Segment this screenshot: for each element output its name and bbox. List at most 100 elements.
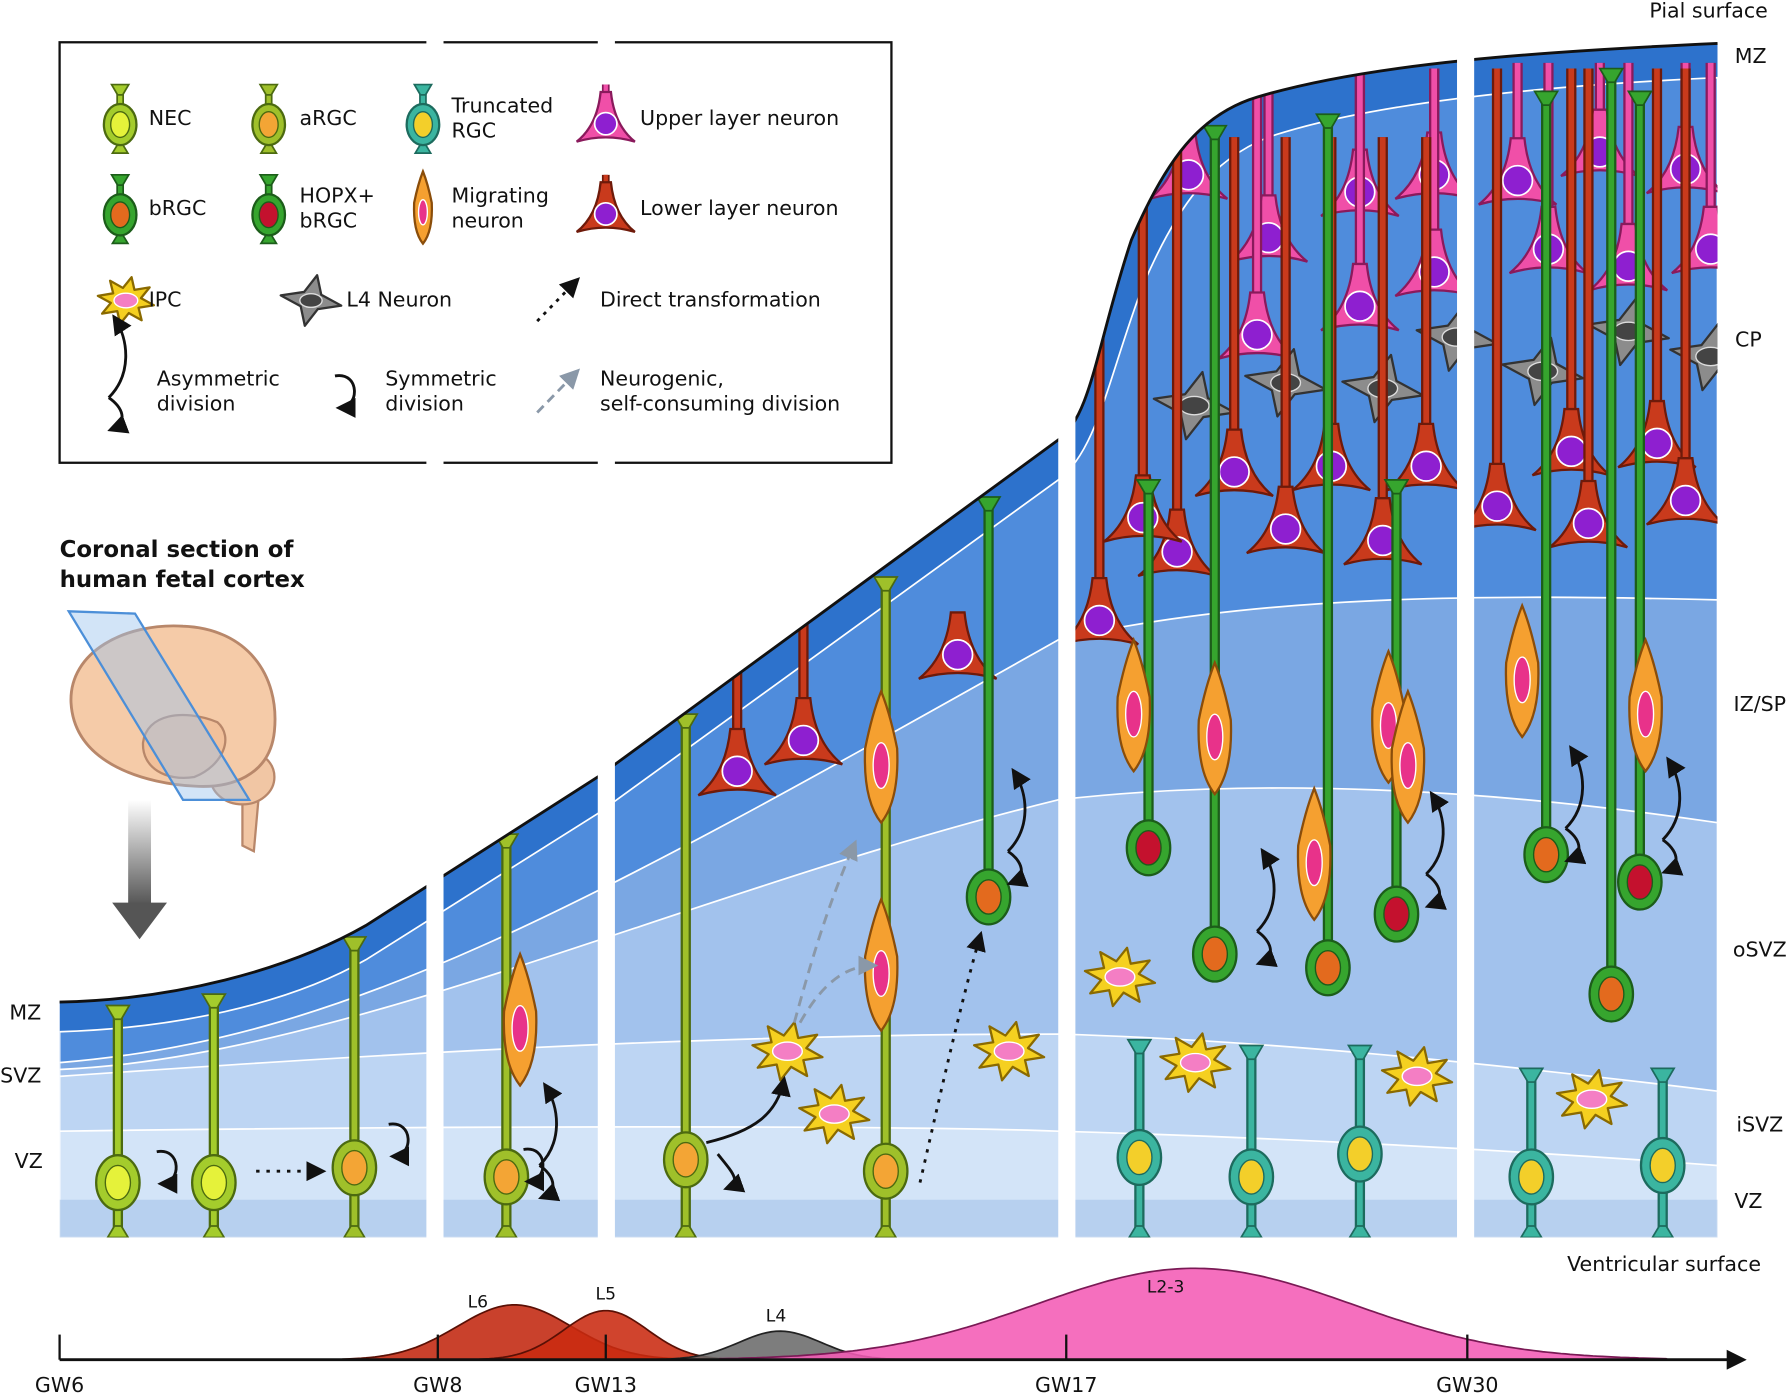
arrow	[536, 368, 580, 414]
nucleus	[1383, 896, 1410, 932]
arrow	[792, 839, 858, 1024]
arrow	[536, 277, 580, 323]
legend-label: Asymmetric	[157, 366, 280, 390]
nucleus	[771, 1041, 803, 1062]
nucleus	[1269, 513, 1302, 545]
section-label: Coronal section of	[60, 537, 295, 563]
nucleus	[1241, 319, 1273, 351]
endfoot	[1649, 1067, 1676, 1083]
nucleus	[1201, 936, 1229, 972]
arrow	[334, 374, 356, 418]
nucleus	[1135, 830, 1162, 866]
nucleus	[1695, 346, 1718, 367]
time-label: GW8	[413, 1373, 462, 1394]
nucleus	[412, 111, 434, 139]
legend-label: Upper layer neuron	[640, 106, 839, 130]
arrow	[1661, 838, 1684, 876]
endfoot	[110, 173, 131, 186]
nucleus	[1626, 864, 1654, 900]
endfoot	[412, 83, 434, 96]
nucleus	[872, 1153, 899, 1190]
legend-label: HOPX+	[300, 184, 375, 208]
nucleus	[1598, 976, 1625, 1012]
endfoot	[258, 83, 279, 96]
nucleus	[1399, 742, 1417, 790]
arrow	[1661, 756, 1686, 841]
timeline: L6 L5 L4 L2-3 GW6 GW8 GW13 GW17 GW30	[35, 1267, 1747, 1394]
legend-label: Neurogenic,	[600, 366, 724, 390]
endfoot	[258, 173, 279, 186]
arrow	[716, 1153, 746, 1193]
arrow	[1564, 745, 1589, 830]
arrow	[107, 314, 132, 399]
zone-label: oSVZ	[1733, 938, 1787, 962]
nucleus	[299, 292, 323, 309]
nucleus	[1576, 1089, 1608, 1110]
surface-label: Pial surface	[1649, 0, 1767, 22]
nucleus	[993, 1041, 1025, 1062]
arrow	[538, 1082, 563, 1167]
arrow	[1564, 827, 1587, 865]
nucleus	[1555, 435, 1588, 468]
arrow	[1006, 767, 1031, 853]
nucleus	[1401, 1066, 1433, 1087]
legend-label: RGC	[452, 118, 497, 142]
endfoot	[1650, 1225, 1675, 1238]
legend-label: division	[385, 391, 464, 415]
time-label: GW17	[1035, 1373, 1097, 1394]
nucleus	[1532, 836, 1560, 873]
nucleus	[1481, 490, 1513, 522]
nucleus	[1126, 1139, 1153, 1176]
endfoot	[1348, 1225, 1372, 1238]
endfoot	[341, 936, 368, 952]
layer-label: L6	[468, 1293, 488, 1313]
nucleus	[1518, 1159, 1545, 1195]
legend-label: Truncated	[451, 93, 554, 117]
endfoot	[200, 993, 227, 1009]
nucleus	[1410, 450, 1442, 482]
legend-label: self-consuming division	[600, 391, 840, 415]
nucleus	[872, 949, 890, 998]
nucleus	[113, 292, 139, 309]
legend-label: division	[157, 391, 236, 415]
nucleus	[1669, 484, 1702, 517]
endfoot	[1518, 1067, 1545, 1083]
nucleus	[1218, 456, 1250, 488]
nucleus	[1104, 967, 1136, 987]
nucleus	[1314, 949, 1342, 986]
arrow	[538, 1164, 561, 1202]
endfoot	[1239, 1225, 1264, 1238]
nucleus	[1649, 1147, 1676, 1184]
endfoot	[104, 1004, 131, 1021]
labels: Coronal section of human fetal cortex Pial…	[0, 0, 1787, 1276]
endfoot	[1135, 479, 1162, 495]
zone-label: VZ	[15, 1149, 43, 1173]
nucleus	[1305, 839, 1323, 887]
endfoot	[1519, 1225, 1544, 1238]
nucleus	[200, 1164, 228, 1201]
arrow	[705, 1075, 791, 1145]
pial-outline	[59, 41, 1718, 1004]
legend-label: Symmetric	[385, 366, 496, 390]
arrow	[156, 1150, 178, 1194]
legend-label: bRGC	[300, 209, 358, 233]
nucleus	[417, 198, 429, 226]
nucleus	[110, 201, 131, 229]
zone-label: VZ	[1734, 1189, 1762, 1213]
layer-curve	[719, 1267, 1669, 1361]
arrow	[798, 955, 879, 1024]
cells	[95, 43, 1718, 1238]
arrow	[107, 396, 130, 434]
nucleus	[1636, 690, 1655, 738]
endfoot	[873, 1225, 898, 1238]
nucleus	[872, 742, 890, 790]
layer-label: L4	[766, 1306, 786, 1326]
nucleus	[1344, 290, 1376, 322]
zone-label: MZ	[1735, 44, 1767, 68]
endfoot	[673, 1225, 698, 1238]
endfoot	[1201, 124, 1228, 141]
brain-illustration	[66, 610, 277, 940]
nucleus	[975, 879, 1002, 915]
nucleus	[1178, 395, 1210, 416]
